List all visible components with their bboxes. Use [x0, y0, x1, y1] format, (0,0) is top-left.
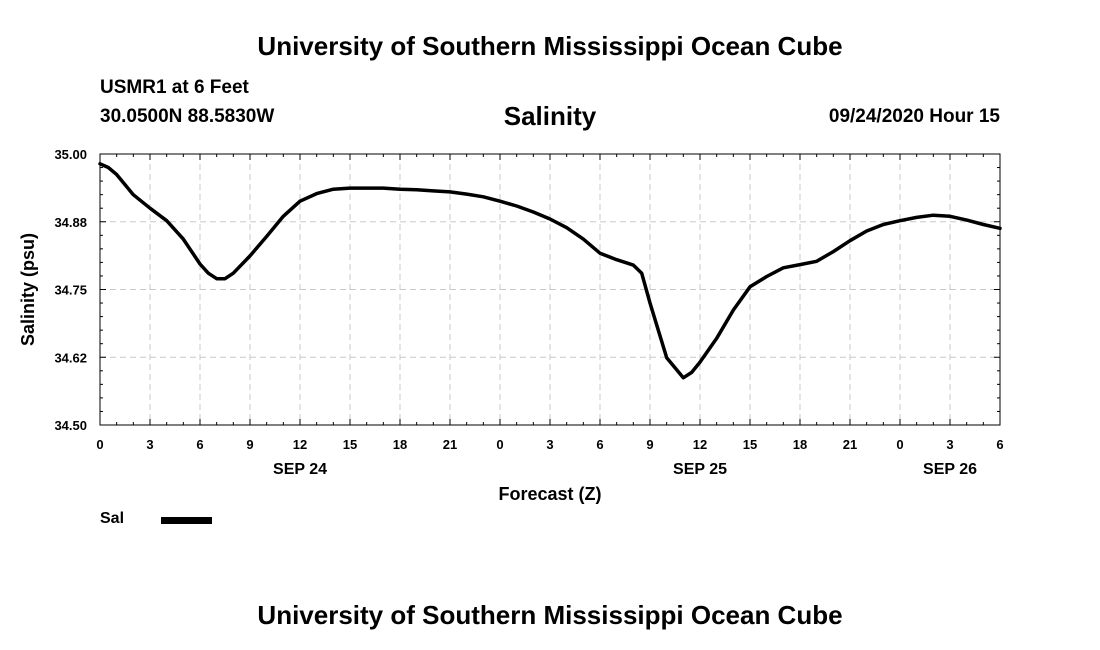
y-tick-label: 34.88: [54, 215, 87, 230]
x-axis-label: Forecast (Z): [498, 484, 601, 504]
x-tick-label: 12: [293, 437, 307, 452]
legend-line-swatch: [161, 517, 212, 524]
series-line-sal: [98, 162, 1002, 380]
x-tick-label: 6: [996, 437, 1003, 452]
x-tick-label: 3: [546, 437, 553, 452]
x-tick-label: 3: [146, 437, 153, 452]
station-label: USMR1 at 6 Feet: [100, 77, 249, 98]
y-axis-label: Salinity (psu): [18, 233, 38, 346]
date-label: SEP 24: [273, 461, 327, 478]
x-tick-label: 9: [246, 437, 253, 452]
y-tick-label: 34.50: [54, 418, 87, 433]
x-tick-label: 18: [793, 437, 807, 452]
page-title: University of Southern Mississippi Ocean…: [257, 31, 843, 61]
x-tick-label: 18: [393, 437, 407, 452]
x-tick-label: 15: [743, 437, 757, 452]
legend-label: Sal: [100, 510, 125, 527]
x-tick-label: 6: [596, 437, 603, 452]
forecast-datetime: 09/24/2020 Hour 15: [828, 106, 1000, 127]
x-tick-label: 12: [693, 437, 707, 452]
station-coordinates: 30.0500N 88.5830W: [100, 106, 275, 127]
chart-title: Salinity: [503, 101, 597, 131]
date-label: SEP 25: [673, 461, 727, 478]
y-tick-label: 34.75: [54, 283, 87, 298]
x-tick-label: 21: [443, 437, 457, 452]
y-tick-label: 35.00: [54, 147, 87, 162]
footer-title: University of Southern Mississippi Ocean…: [257, 600, 843, 630]
x-tick-label: 3: [946, 437, 953, 452]
x-tick-label: 0: [896, 437, 903, 452]
x-tick-label: 15: [343, 437, 357, 452]
x-tick-label: 9: [646, 437, 653, 452]
x-tick-label: 6: [196, 437, 203, 452]
date-label: SEP 26: [923, 461, 977, 478]
y-tick-label: 34.62: [54, 350, 87, 365]
x-tick-label: 0: [96, 437, 103, 452]
x-tick-label: 0: [496, 437, 503, 452]
x-tick-label: 21: [843, 437, 857, 452]
